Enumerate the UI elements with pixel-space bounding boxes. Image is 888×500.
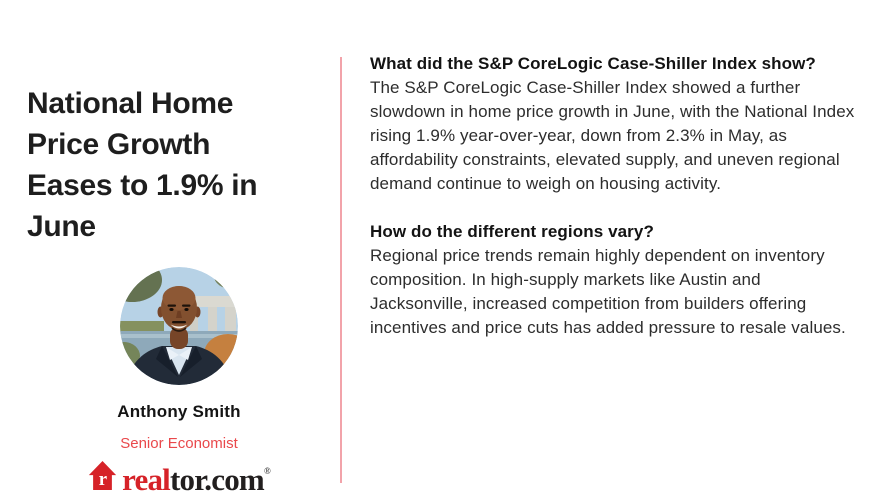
author-title: Senior Economist (120, 435, 238, 452)
svg-text:r: r (99, 468, 107, 489)
brand-wordmark: realtor.com® (122, 456, 271, 497)
qa-item: What did the S&P CoreLogic Case-Shiller … (370, 52, 862, 196)
question: How do the different regions vary? (370, 222, 654, 241)
author-name: Anthony Smith (117, 402, 241, 421)
qa-item: How do the different regions vary? Regio… (370, 220, 862, 340)
registered-mark: ® (263, 465, 271, 476)
question: What did the S&P CoreLogic Case-Shiller … (370, 54, 816, 73)
author-photo (120, 267, 238, 385)
brand-wordmark-dark: tor.com (169, 461, 265, 497)
page-title: National Home Price Growth Eases to 1.9%… (27, 87, 258, 243)
answer: Regional price trends remain highly depe… (370, 246, 846, 337)
brand-logo: r realtor.com® (54, 456, 304, 497)
qa-content: What did the S&P CoreLogic Case-Shiller … (370, 52, 862, 340)
headshot-image (120, 267, 238, 385)
realtor-house-icon: r (88, 460, 117, 491)
answer: The S&P CoreLogic Case-Shiller Index sho… (370, 78, 855, 193)
brand-wordmark-red: real (122, 461, 171, 497)
vertical-divider (340, 57, 342, 483)
